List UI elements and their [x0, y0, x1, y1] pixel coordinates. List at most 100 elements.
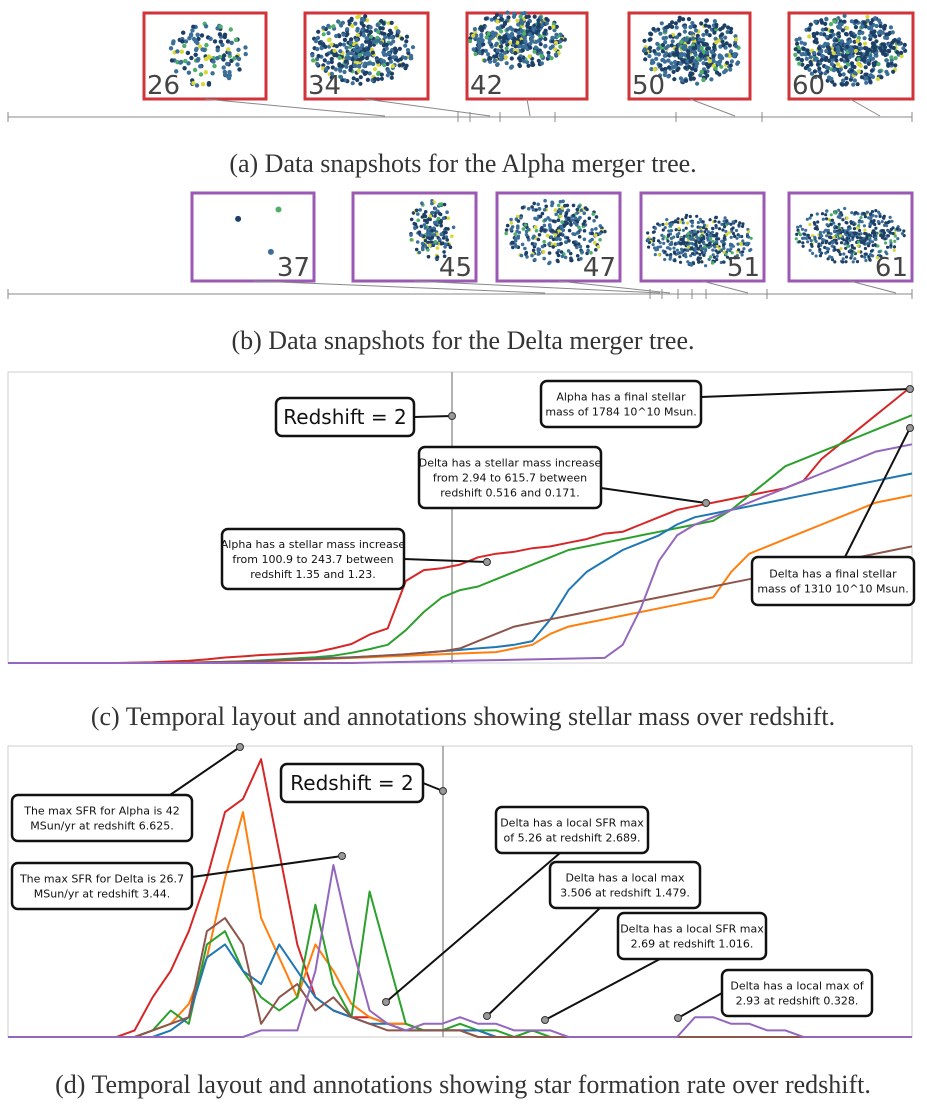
snapshot-particle: [801, 46, 806, 51]
snapshot-particle: [862, 211, 866, 216]
snapshot-particle: [411, 211, 416, 215]
snapshot-particle: [869, 68, 875, 73]
snapshot-particle: [661, 222, 665, 226]
snapshot-particle: [722, 260, 726, 264]
snapshot-particle: [575, 223, 579, 227]
snapshot-particle: [695, 61, 700, 66]
snapshot-particle: [548, 218, 552, 222]
snapshot-particle: [695, 214, 699, 218]
snapshot-particle: [368, 25, 373, 30]
snapshot-particle: [435, 246, 440, 250]
snapshot-particle: [870, 41, 876, 46]
snapshot-particle: [689, 254, 693, 258]
snapshot-particle: [491, 34, 496, 39]
snapshot-particle: [544, 21, 549, 26]
snapshot-particle: [884, 241, 888, 245]
snapshot-particle: [671, 69, 676, 74]
snapshot-particle: [824, 217, 829, 221]
snapshot-particle: [801, 244, 805, 248]
snapshot-particle: [661, 237, 665, 241]
snapshot-particle: [691, 76, 696, 81]
snapshot-particle: [499, 29, 504, 34]
snapshot-particle: [275, 206, 282, 213]
snapshot-particle: [798, 224, 803, 228]
snapshot-particle: [543, 28, 548, 33]
snapshot-particle: [232, 56, 237, 61]
snapshot-particle: [433, 207, 438, 211]
snapshot-particle: [734, 228, 739, 233]
snapshot-particle: [543, 43, 548, 49]
snapshot-thumbnail: 61: [787, 191, 914, 283]
snapshot-particle: [660, 49, 666, 54]
snapshot-number: 51: [727, 253, 760, 283]
snapshot-particle: [542, 239, 546, 244]
snapshot-particle: [685, 241, 689, 245]
snapshot-particle: [673, 64, 678, 69]
snapshot-particle: [691, 46, 696, 51]
snapshot-particle: [726, 248, 730, 252]
snapshot-particle: [723, 216, 727, 220]
snapshot-particle: [694, 239, 698, 243]
snapshot-particle: [326, 60, 331, 65]
snapshot-particle: [539, 50, 544, 55]
alpha-snapshots: 26 34 42 50 60: [142, 10, 915, 101]
snapshot-particle: [834, 38, 839, 43]
snapshot-particle: [863, 231, 867, 236]
snapshot-particle: [672, 77, 677, 82]
snapshot-particle: [565, 203, 570, 208]
snapshot-particle: [884, 32, 889, 37]
snapshot-particle: [814, 254, 818, 258]
snapshot-particle: [875, 256, 880, 260]
snapshot-particle: [741, 222, 745, 226]
snapshot-particle: [882, 26, 887, 31]
snapshot-particle: [808, 222, 812, 227]
snapshot-particle: [212, 63, 217, 69]
snapshot-particle: [802, 232, 807, 236]
snapshot-particle: [700, 247, 705, 251]
snapshot-particle: [692, 59, 697, 64]
snapshot-particle: [829, 213, 833, 217]
snapshot-particle: [874, 226, 878, 230]
snapshot-number: 60: [792, 71, 825, 101]
snapshot-particle: [532, 49, 537, 54]
snapshot-particle: [858, 63, 864, 68]
snapshot-particle: [681, 221, 685, 225]
snapshot-particle: [511, 240, 515, 245]
snapshot-particle: [666, 74, 671, 79]
snapshot-particle: [663, 66, 668, 72]
snapshot-particle: [593, 240, 597, 245]
snapshot-particle: [653, 226, 658, 230]
snapshot-particle: [482, 58, 487, 63]
snapshot-particle: [334, 53, 339, 58]
snapshot-particle: [869, 249, 874, 253]
snapshot-particle: [520, 242, 525, 247]
snapshot-particle: [688, 25, 693, 30]
snapshot-particle: [566, 249, 571, 253]
snapshot-particle: [658, 63, 663, 68]
snapshot-particle: [540, 211, 545, 216]
snapshot-particle: [828, 241, 832, 245]
snapshot-particle: [556, 203, 561, 208]
snapshot-particle: [878, 29, 883, 34]
snapshot-particle: [546, 50, 551, 55]
snapshot-particle: [692, 233, 696, 237]
snapshot-particle: [227, 51, 232, 56]
snapshot-particle: [669, 61, 674, 66]
snapshot-particle: [553, 233, 558, 237]
snapshot-particle: [337, 55, 342, 61]
snapshot-particle: [674, 228, 678, 232]
snapshot-particle: [324, 52, 329, 57]
snapshot-particle: [414, 208, 419, 213]
snapshot-particle: [798, 233, 803, 237]
series-line: [8, 864, 912, 1038]
snapshot-particle: [391, 55, 396, 60]
snapshot-particle: [509, 64, 515, 69]
snapshot-particle: [530, 253, 534, 258]
snapshot-particle: [539, 61, 545, 66]
snapshot-particle: [364, 56, 370, 61]
snapshot-particle: [329, 56, 334, 62]
snapshot-particle: [793, 52, 798, 58]
snapshot-particle: [532, 14, 537, 19]
snapshot-particle: [178, 60, 183, 65]
snapshot-particle: [722, 243, 726, 247]
